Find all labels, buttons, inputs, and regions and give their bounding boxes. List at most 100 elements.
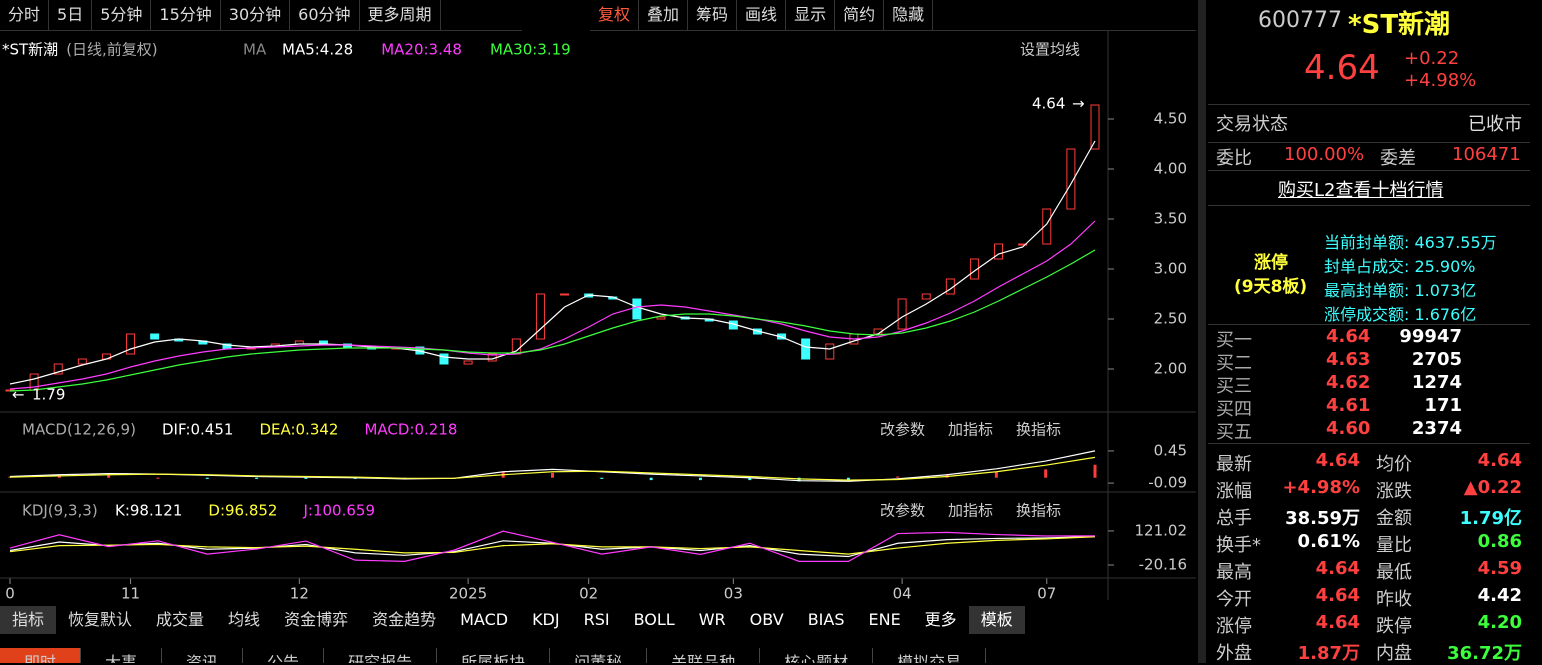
x-tick-label: 11 bbox=[121, 585, 140, 603]
panel-button[interactable]: 加指标 bbox=[948, 502, 993, 520]
legend-entry: MA20:3.48 bbox=[381, 41, 462, 59]
macd-bar bbox=[649, 477, 653, 481]
news-tab[interactable]: 关联品种 bbox=[647, 648, 761, 663]
toolbar-button[interactable]: 30分钟 bbox=[221, 0, 291, 30]
toolbar-button[interactable]: 5分钟 bbox=[92, 0, 152, 30]
period-toolbar: 分时 5日 5分钟 15分钟 30分钟 60分钟 更多周期 bbox=[0, 0, 522, 31]
indicator-tab[interactable]: 更多 bbox=[924, 610, 957, 629]
panel-button[interactable]: 换指标 bbox=[1016, 502, 1061, 520]
indicator-tab[interactable]: BIAS bbox=[807, 610, 845, 629]
legend-entry: MA30:3.19 bbox=[490, 41, 571, 59]
weibi: 委差 bbox=[1380, 148, 1416, 169]
candle bbox=[897, 298, 907, 330]
news-tab[interactable]: 研究报告 bbox=[324, 648, 438, 663]
toolbar-button[interactable]: 5日 bbox=[49, 0, 93, 30]
legend-entry: MA5:4.28 bbox=[282, 41, 353, 59]
stock-name: *ST新潮 bbox=[1348, 10, 1451, 40]
bid-label: 买五 bbox=[1216, 422, 1252, 443]
bid-price: 4.61 bbox=[1326, 395, 1371, 416]
change: +0.22 bbox=[1404, 48, 1460, 69]
toolbar-button[interactable]: 画线 bbox=[737, 0, 787, 30]
indicator-tab[interactable]: OBV bbox=[749, 610, 784, 629]
indicator-tab[interactable]: MACD bbox=[460, 610, 509, 629]
stat-value: 4.64 bbox=[1315, 450, 1360, 471]
stat-label: 量比 bbox=[1376, 535, 1412, 556]
indicator-tab[interactable]: 均线 bbox=[228, 610, 261, 629]
divider bbox=[1208, 104, 1530, 105]
candle bbox=[77, 358, 87, 365]
toolbar-button[interactable]: 复权 bbox=[590, 0, 640, 30]
ma-label: MA bbox=[243, 41, 267, 59]
news-tab[interactable]: 即时 bbox=[0, 648, 82, 663]
candle bbox=[969, 258, 979, 280]
divider bbox=[1208, 443, 1530, 444]
indicator-tab[interactable]: WR bbox=[698, 610, 726, 629]
limit-sub: (9天8板) bbox=[1234, 277, 1308, 297]
toolbar-button[interactable]: 15分钟 bbox=[151, 0, 221, 30]
candle bbox=[1090, 104, 1100, 150]
panel-title: KDJ(9,3,3) bbox=[22, 502, 98, 520]
news-tab[interactable]: 所属板块 bbox=[437, 648, 551, 663]
toolbar-button[interactable]: 60分钟 bbox=[290, 0, 360, 30]
stat-label: 昨收 bbox=[1376, 589, 1412, 610]
panel-title: MACD(12,26,9) bbox=[22, 421, 136, 439]
y-tick-label: 121.02 bbox=[1135, 521, 1188, 539]
toolbar-button[interactable]: 分时 bbox=[0, 0, 50, 30]
news-tab[interactable]: 大事 bbox=[81, 648, 163, 663]
high-label: 4.64 bbox=[1032, 95, 1065, 113]
indicator-tab[interactable]: 资金趋势 bbox=[372, 610, 437, 629]
k-line bbox=[9, 535, 1096, 558]
indicator-tab[interactable]: 模板 bbox=[968, 606, 1025, 634]
legend-entry: DEA:0.342 bbox=[259, 421, 338, 439]
ma-settings: 设置均线 bbox=[1020, 41, 1080, 59]
news-tab[interactable]: 模拟交易 bbox=[873, 648, 987, 663]
l2-link[interactable]: 购买L2查看十档行情 bbox=[1278, 180, 1444, 201]
news-tab[interactable]: 核心题材 bbox=[760, 648, 874, 663]
toolbar-button[interactable]: 更多周期 bbox=[360, 0, 441, 30]
toolbar-button[interactable]: 筹码 bbox=[688, 0, 738, 30]
panel-button[interactable]: 换指标 bbox=[1016, 421, 1061, 439]
candle bbox=[535, 293, 545, 340]
low-label: 1.79 bbox=[32, 386, 65, 404]
indicator-tab[interactable]: 成交量 bbox=[156, 610, 205, 629]
quote-panel: 600777 *ST新潮 4.64 +0.22 +4.98% 交易状态 已收市 委比 100.0… bbox=[1208, 0, 1530, 664]
indicator-tab[interactable]: BOLL bbox=[633, 610, 675, 629]
indicator-tab[interactable]: KDJ bbox=[532, 610, 560, 629]
stat-label: 总手 bbox=[1216, 508, 1252, 529]
y-tick-label: 2.00 bbox=[1154, 360, 1187, 378]
panel-button[interactable]: 改参数 bbox=[880, 421, 925, 439]
stat-label: 涨停 bbox=[1216, 616, 1252, 637]
indicator-tab[interactable]: 指标 bbox=[0, 606, 57, 634]
indicator-tab[interactable]: 资金博弈 bbox=[284, 610, 349, 629]
indicator-tab[interactable]: ENE bbox=[868, 610, 901, 629]
x-tick-label: 04 bbox=[893, 585, 912, 603]
toolbar-button[interactable]: 显示 bbox=[786, 0, 836, 30]
x-tick-label: 07 bbox=[1037, 585, 1056, 603]
y-tick-label: -20.16 bbox=[1139, 556, 1187, 574]
toolbar-button[interactable]: 叠加 bbox=[639, 0, 689, 30]
limit-row: 当前封单额: 4637.55万 bbox=[1324, 233, 1497, 252]
y-tick-label: 3.00 bbox=[1154, 260, 1187, 278]
panel-button[interactable]: 加指标 bbox=[948, 421, 993, 439]
stat-value: 4.64 bbox=[1315, 612, 1360, 633]
macd-bar bbox=[600, 477, 604, 479]
stat-value: 4.20 bbox=[1477, 612, 1522, 633]
indicator-tab[interactable]: 恢复默认 bbox=[68, 610, 133, 629]
indicator-tab[interactable]: RSI bbox=[583, 610, 610, 629]
toolbar-button[interactable]: 隐藏 bbox=[884, 0, 934, 30]
macd-bar bbox=[1093, 464, 1097, 478]
x-tick-label: 12 bbox=[290, 585, 309, 603]
dea-line bbox=[9, 456, 1096, 481]
toolbar-button[interactable]: 简约 bbox=[835, 0, 885, 30]
news-tab[interactable]: 问董秘 bbox=[550, 648, 648, 663]
panel-button[interactable]: 改参数 bbox=[880, 502, 925, 520]
candle bbox=[1042, 208, 1052, 245]
bid-price: 4.64 bbox=[1326, 326, 1371, 347]
bid-label: 买三 bbox=[1216, 376, 1252, 397]
j-line bbox=[9, 530, 1096, 562]
candle bbox=[994, 243, 1004, 260]
news-tab[interactable]: 公告 bbox=[243, 648, 325, 663]
x-tick-label: 02 bbox=[579, 585, 598, 603]
news-tab[interactable]: 资讯 bbox=[162, 648, 244, 663]
